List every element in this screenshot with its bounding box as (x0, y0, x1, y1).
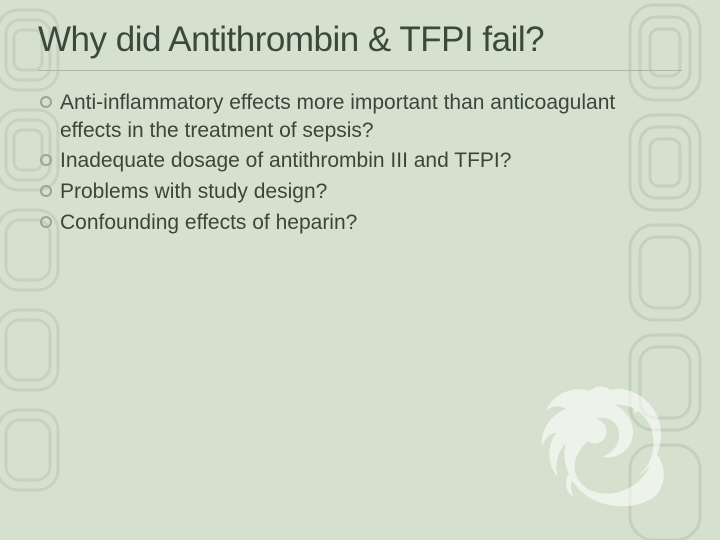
bullet-icon (40, 154, 52, 166)
bullet-icon (40, 96, 52, 108)
list-item-text: Inadequate dosage of antithrombin III an… (60, 147, 511, 175)
slide-container: Why did Antithrombin & TFPI fail? Anti-i… (0, 0, 720, 540)
list-item-text: Anti-inflammatory effects more important… (60, 89, 682, 144)
slide-title: Why did Antithrombin & TFPI fail? (38, 20, 682, 60)
list-item: Confounding effects of heparin? (40, 209, 682, 237)
bullet-icon (40, 216, 52, 228)
list-item-text: Problems with study design? (60, 178, 327, 206)
list-item: Problems with study design? (40, 178, 682, 206)
title-divider (38, 70, 682, 71)
dragon-ornament-icon (530, 375, 680, 510)
list-item-text: Confounding effects of heparin? (60, 209, 357, 237)
bullet-list: Anti-inflammatory effects more important… (38, 89, 682, 237)
list-item: Anti-inflammatory effects more important… (40, 89, 682, 144)
bullet-icon (40, 185, 52, 197)
list-item: Inadequate dosage of antithrombin III an… (40, 147, 682, 175)
